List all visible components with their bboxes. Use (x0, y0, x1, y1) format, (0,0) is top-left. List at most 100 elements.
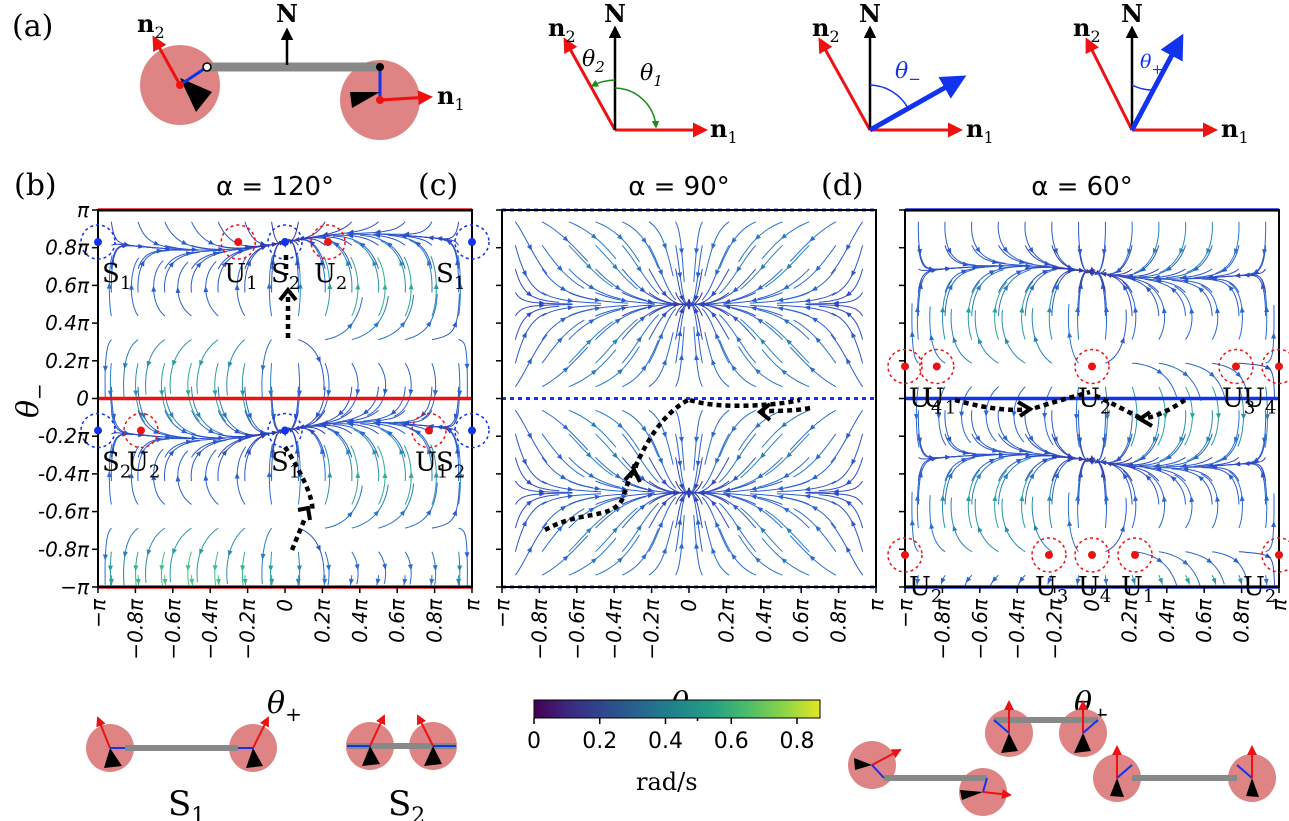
streamline-arrow (399, 321, 406, 328)
streamline-arrow (414, 241, 422, 248)
streamline (541, 497, 593, 529)
streamline-arrow (1042, 458, 1049, 464)
streamline-arrow (212, 439, 220, 445)
panel-letter: (c) (418, 168, 458, 203)
streamline-arrow (1104, 414, 1110, 421)
streamline-arrow (736, 266, 742, 273)
streamline-arrow (614, 318, 622, 324)
streamline-arrow (199, 548, 204, 556)
streamline (327, 428, 353, 482)
streamline (217, 436, 252, 482)
streamline-arrow (1182, 278, 1189, 284)
colorbar-tick-label: 0 (527, 729, 541, 754)
streamline (360, 423, 406, 458)
streamline-arrow (965, 495, 971, 502)
streamline-arrow (1262, 249, 1268, 256)
theta-plus-label: θ+ (1140, 51, 1163, 78)
streamline-arrow (295, 578, 301, 585)
streamline (541, 308, 593, 340)
streamline-arrow (1206, 557, 1213, 564)
streamline (648, 221, 674, 277)
streamline (393, 362, 412, 417)
streamline-arrow (218, 435, 225, 441)
streamline-arrow (612, 452, 618, 459)
streamline-arrow (1003, 284, 1009, 291)
streamline-arrow (1215, 495, 1221, 502)
streamline-arrow (1015, 270, 1023, 276)
streamline-arrow (1019, 495, 1025, 502)
streamline-arrow (526, 500, 533, 507)
streamline-arrow (711, 547, 717, 554)
fixed-point (424, 426, 433, 435)
streamline-arrow (851, 270, 857, 277)
x-tick-label: 0.4π (752, 598, 776, 643)
trajectory-arrow (759, 405, 811, 415)
streamline-arrow (269, 578, 275, 585)
streamline-arrow (786, 527, 793, 534)
streamline-arrow (242, 578, 248, 585)
streamline (1105, 309, 1127, 364)
streamline-arrow (989, 270, 996, 276)
streamline (1078, 221, 1095, 275)
streamline (1158, 362, 1202, 402)
streamline-arrow (375, 578, 381, 585)
streamline-arrow (260, 365, 266, 372)
streamline-arrow (1015, 458, 1023, 464)
streamline-arrow (128, 283, 134, 290)
streamline-arrow (227, 550, 233, 557)
streamline-arrow (526, 479, 533, 486)
streamline-arrow (386, 430, 393, 437)
colorbar-tick-label: 0.6 (714, 729, 749, 754)
fixed-point-label: U3 (1035, 572, 1068, 607)
streamline-arrow (1189, 307, 1195, 314)
n1-arrow (379, 90, 433, 106)
streamline-arrow (1133, 495, 1139, 502)
streamline-arrow (168, 449, 175, 457)
streamline-arrow (1127, 436, 1132, 444)
streamline (1159, 221, 1187, 274)
streamline-arrow (590, 233, 598, 240)
streamline-arrow (567, 486, 574, 492)
streamline-arrow (464, 363, 470, 370)
theta-plus-arc (1131, 84, 1153, 91)
streamline (1186, 410, 1213, 462)
streamline-arrow (1004, 337, 1010, 344)
streamline-arrow (1210, 276, 1217, 282)
fixed-point-ring (454, 224, 490, 260)
streamline-arrow (679, 495, 684, 503)
streamline-arrow (1235, 371, 1242, 378)
streamline-arrow (694, 495, 699, 503)
streamline-arrow (1042, 412, 1048, 419)
streamline-arrow (736, 524, 742, 531)
streamline-arrow (429, 578, 435, 585)
streamline-arrow (106, 471, 112, 478)
streamline-arrow (354, 563, 360, 571)
streamline-arrow (1004, 525, 1010, 533)
fixed-point-label: S1 (436, 259, 465, 294)
streamline-arrow (337, 410, 344, 417)
streamline-arrow (1077, 437, 1083, 444)
streamline (514, 501, 547, 552)
streamline-arrow (359, 430, 366, 437)
streamline-arrow (560, 285, 567, 292)
streamline-arrow (710, 311, 717, 318)
fixed-point (1275, 550, 1283, 559)
streamline-arrow (433, 283, 439, 290)
y-tick-label: 0.6π (45, 273, 90, 297)
streamline-arrow (1161, 307, 1167, 314)
streamline-arrow (159, 390, 165, 397)
streamline-arrow (246, 448, 251, 455)
y-tick-label: π (77, 198, 90, 222)
streamline-arrow (811, 317, 818, 323)
theta1-label: θ1 (640, 61, 663, 90)
streamline-arrow (526, 432, 533, 440)
streamline-arrow (135, 578, 141, 585)
streamline-arrow (221, 261, 228, 268)
streamline-arrow (191, 435, 198, 441)
streamline-arrow (1239, 306, 1245, 313)
streamline-arrow (521, 331, 527, 339)
streamline-arrow (965, 306, 971, 313)
streamline-arrow (133, 390, 139, 397)
S2-label: S2 (388, 784, 425, 821)
streamline (1132, 362, 1178, 398)
